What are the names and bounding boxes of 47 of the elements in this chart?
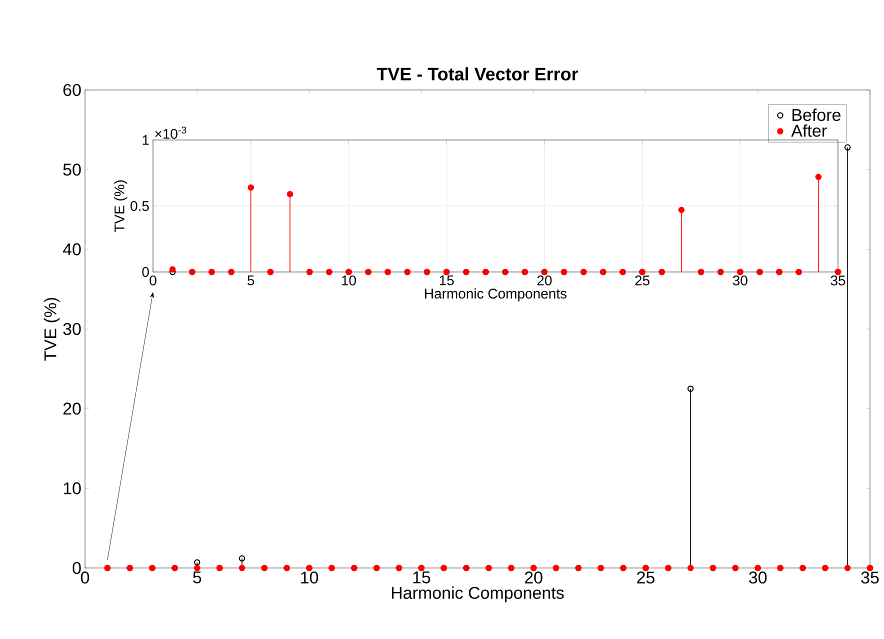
y-axis-title: TVE (%) bbox=[114, 180, 128, 232]
y-tick-label: 50 bbox=[63, 164, 81, 176]
x-tick-label: 10 bbox=[342, 276, 356, 286]
x-tick-label: 15 bbox=[440, 276, 454, 286]
x-tick-label: 25 bbox=[637, 572, 654, 584]
x-tick-label: 35 bbox=[830, 276, 846, 286]
y-tick-label: 20 bbox=[63, 402, 81, 415]
x-tick-label: 10 bbox=[301, 572, 318, 584]
x-tick-label: 20 bbox=[537, 276, 552, 286]
point bbox=[238, 555, 246, 562]
point bbox=[238, 564, 246, 572]
x-axis-title: Harmonic Components bbox=[392, 586, 564, 602]
y-tick-label: 0.5 bbox=[130, 201, 149, 211]
chart-title: TVE - Total Vector Error bbox=[376, 67, 578, 80]
x-tick-label: 25 bbox=[635, 276, 650, 286]
annotation: ×10$^{-3}$ bbox=[155, 126, 186, 139]
x-tick-label: 0 bbox=[150, 276, 156, 286]
point bbox=[248, 184, 254, 191]
x-tick-label: 15 bbox=[413, 572, 430, 584]
point bbox=[844, 564, 851, 572]
point bbox=[194, 564, 200, 572]
point bbox=[844, 144, 851, 150]
legend-label: Before bbox=[792, 108, 840, 122]
x-tick-label: 5 bbox=[248, 276, 254, 286]
y-tick-label: 40 bbox=[62, 243, 81, 256]
legend-label: After bbox=[791, 124, 827, 137]
x-axis-title: Harmonic Components bbox=[425, 288, 567, 302]
point bbox=[286, 190, 294, 198]
y-tick-label: 0 bbox=[142, 267, 149, 277]
point bbox=[169, 266, 176, 272]
point bbox=[687, 386, 694, 392]
y-tick-label: 10 bbox=[64, 482, 81, 494]
x-tick-label: 5 bbox=[193, 572, 202, 584]
y-tick-label: 1 bbox=[142, 135, 149, 145]
point bbox=[678, 206, 685, 214]
point bbox=[194, 559, 200, 566]
x-tick-label: 30 bbox=[732, 276, 748, 286]
y-tick-label: 0 bbox=[72, 562, 81, 574]
x-tick-label: 0 bbox=[80, 572, 90, 584]
y-axis-title: TVE (%) bbox=[44, 298, 60, 361]
x-tick-label: 20 bbox=[524, 572, 542, 584]
x-tick-label: 30 bbox=[749, 572, 767, 584]
point bbox=[687, 564, 694, 572]
y-tick-label: 30 bbox=[63, 322, 81, 336]
x-tick-label: 35 bbox=[861, 572, 879, 584]
y-tick-label: 60 bbox=[63, 84, 81, 96]
point bbox=[815, 174, 822, 180]
